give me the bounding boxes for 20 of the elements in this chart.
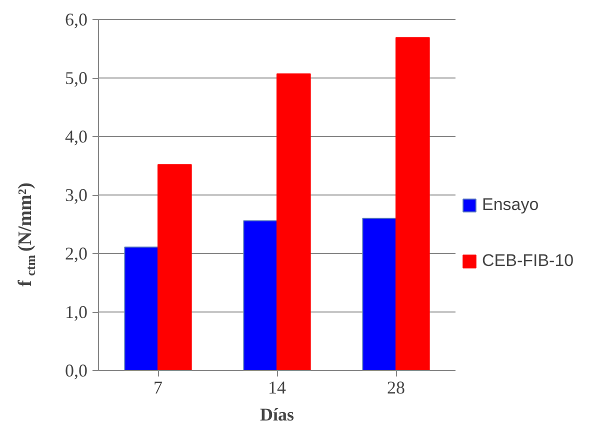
y-tick-label: 3,0 [65,185,88,205]
x-tick-label: 14 [268,378,286,398]
y-tick-label: 2,0 [65,244,88,264]
x-tick-label: 7 [154,378,162,398]
y-tick-label: 0,0 [65,360,88,380]
y-tick-label: 5,0 [65,68,88,88]
bar [124,246,158,371]
y-axis-title: fctm (N/mm²) [15,182,38,286]
y-tick-label: 6,0 [65,10,88,30]
bar [362,218,396,371]
y-tick-label: 4,0 [65,126,88,146]
bar [158,164,192,371]
legend-label: CEB-FIB-10 [482,251,574,271]
x-tick-label: 28 [387,378,405,398]
x-axis-title: Días [260,404,294,424]
legend-label: Ensayo [482,195,539,215]
bar [276,73,311,371]
bar [396,37,430,371]
bar [243,220,278,371]
y-tick-label: 1,0 [65,302,88,322]
